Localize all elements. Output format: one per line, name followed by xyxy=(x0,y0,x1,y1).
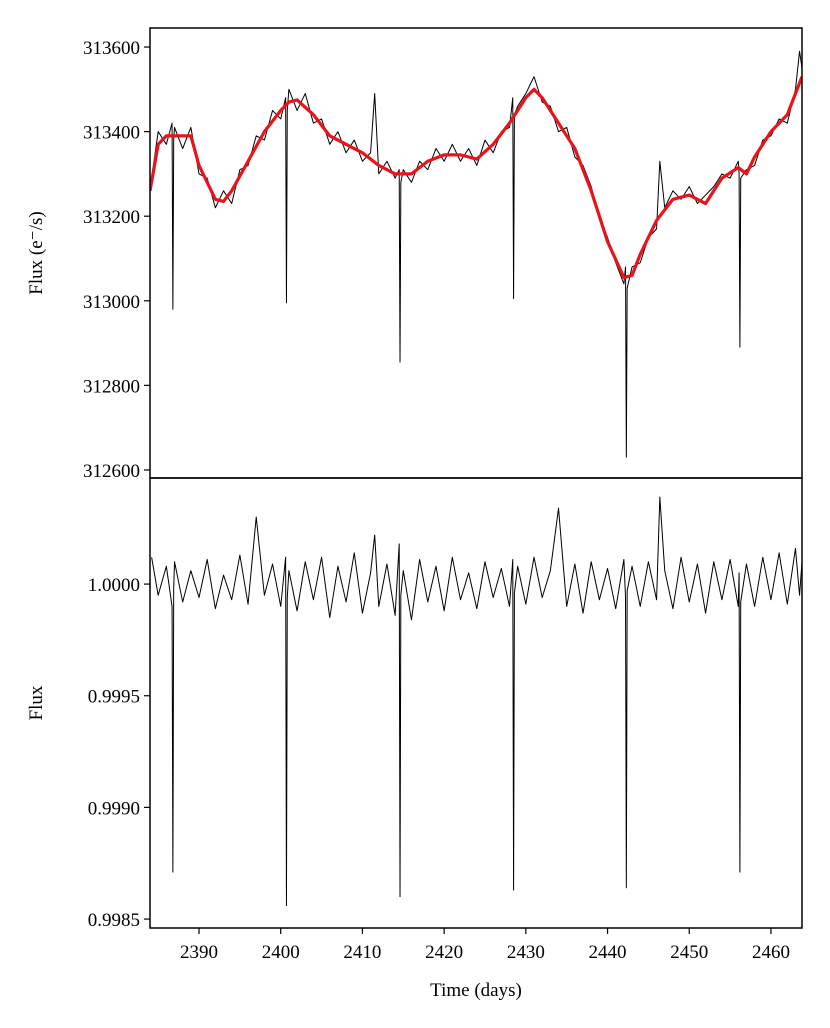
y-tick-label: 0.9995 xyxy=(88,687,140,708)
axes-frame xyxy=(149,27,803,479)
y-tick-label: 313600 xyxy=(83,38,140,59)
y-tick-label: 312600 xyxy=(83,461,140,482)
x-tick-label: 2440 xyxy=(589,942,627,963)
axes-frame xyxy=(149,477,803,929)
x-tick-label: 2460 xyxy=(752,942,790,963)
y-axis-label: Flux xyxy=(26,685,47,720)
y-tick-label: 313200 xyxy=(83,207,140,228)
x-axis-label: Time (days) xyxy=(430,980,522,1001)
x-tick-label: 2420 xyxy=(425,942,463,963)
x-tick-label: 2430 xyxy=(507,942,545,963)
y-tick-label: 313400 xyxy=(83,123,140,144)
y-tick-label: 0.9985 xyxy=(88,910,140,931)
x-tick-label: 2390 xyxy=(180,942,218,963)
x-tick-label: 2450 xyxy=(670,942,708,963)
x-tick-label: 2400 xyxy=(262,942,300,963)
data-line xyxy=(150,76,802,280)
y-tick-label: 0.9990 xyxy=(88,798,140,819)
y-tick-label: 313000 xyxy=(83,292,140,313)
y-tick-label: 1.0000 xyxy=(88,575,140,596)
y-axis-label: Flux (e⁻/s) xyxy=(26,211,47,294)
data-line xyxy=(151,50,802,458)
y-tick-label: 312800 xyxy=(83,376,140,397)
x-tick-label: 2410 xyxy=(343,942,381,963)
data-line xyxy=(151,496,802,907)
